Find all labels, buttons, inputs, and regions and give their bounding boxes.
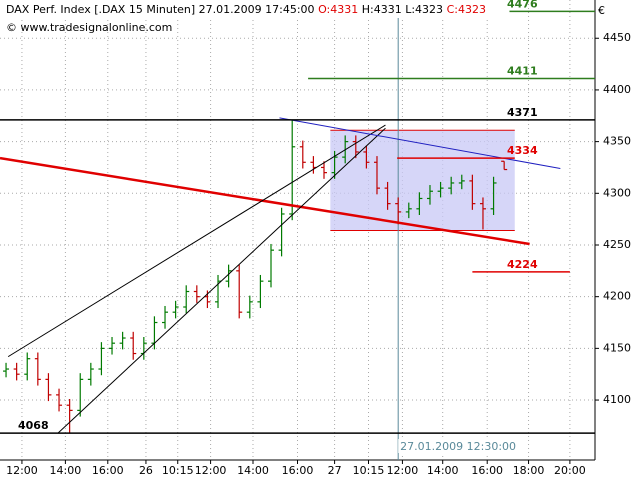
x-tick-label: 14:00 [237,464,269,477]
trendline [0,156,530,246]
y-tick-label: 4200 [603,290,631,303]
x-tick-label: 12:00 [387,464,419,477]
zone [330,130,515,231]
y-tick-label: 4150 [603,341,631,354]
x-tick-label: 12:00 [6,464,38,477]
currency-bg [596,0,640,20]
trendline [57,127,386,434]
x-tick-label: 26 [139,464,153,477]
y-tick-label: 4300 [603,186,631,199]
x-tick-label: 20:00 [554,464,586,477]
header-bg [0,0,500,18]
x-tick-label: 16:00 [282,464,314,477]
x-tick-label: 16:00 [471,464,503,477]
x-tick-label: 10:15 [162,464,194,477]
y-tick-label: 4350 [603,135,631,148]
x-tick-label: 10:15 [353,464,385,477]
header: DAX Perf. Index [.DAX 15 Minuten] 27.01.… [6,3,486,16]
trendline [7,124,386,358]
chart-title: DAX Perf. Index [.DAX 15 Minuten] [6,3,195,16]
level-label: 4371 [507,106,538,119]
currency: € [598,4,605,17]
cursor-label-bg [398,439,517,453]
x-tick-label: 18:00 [513,464,545,477]
x-tick-label: 12:00 [195,464,227,477]
overlay: 4476 4411 4371 4334 4224 4068 DAX Perf. Index … [0,0,640,434]
level-label: 4224 [507,258,538,271]
ohlc-label: O:4331 [318,3,358,16]
y-tick-label: 4450 [603,31,631,44]
x-tick-label: 14:00 [50,464,82,477]
trendline [279,117,561,169]
level-label: 4411 [507,65,538,78]
y-tick-label: 4400 [603,83,631,96]
y-tick-label: 4100 [603,393,631,406]
x-tick-label: 16:00 [92,464,124,477]
header-datetime: 27.01.2009 17:45:00 [199,3,315,16]
x-tick-label: 14:00 [427,464,459,477]
level-label: 4334 [507,144,538,157]
plot-area: 4100 4150 4200 4250 4300 4350 4400 4450 12:00 14:… [0,0,631,477]
ohlc-label: C:4323 [447,3,486,16]
level-label: 4476 [507,0,538,10]
level-label: 4068 [18,419,49,432]
source: © www.tradesignalonline.com [6,21,172,34]
y-tick-label: 4250 [603,238,631,251]
cursor-label: 27.01.2009 12:30:00 [400,440,516,453]
x-tick-label: 27 [328,464,342,477]
ohlc-label: L:4323 [405,3,443,16]
ohlc-label: H:4331 [362,3,402,16]
